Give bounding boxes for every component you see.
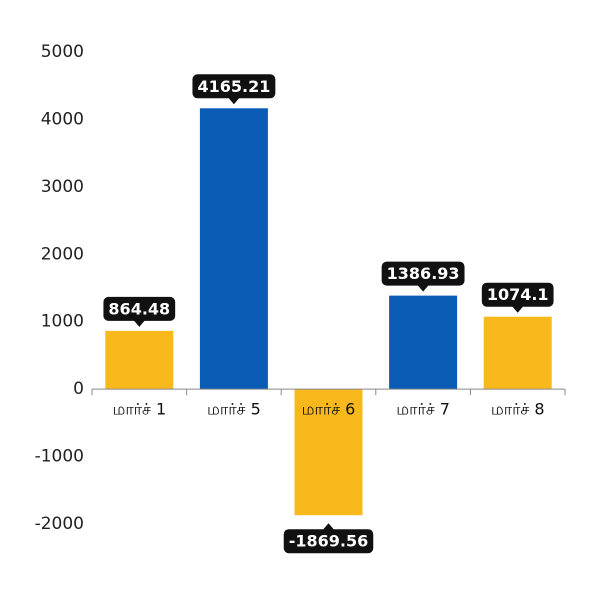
value-label: 1074.1 [487,285,549,304]
value-label-box [381,261,465,286]
y-tick-label: 3000 [41,177,84,197]
value-label-box [192,74,276,99]
value-label: 4165.21 [197,77,270,96]
value-label-group: 864.48 [103,296,176,327]
value-label: -1869.56 [289,532,369,551]
value-label-pointer [417,284,430,292]
y-tick-label: 2000 [41,244,84,264]
value-label-pointer [511,305,524,313]
y-tick-label: 4000 [41,109,84,129]
x-tick-label: மார்ச் 5 [207,400,261,419]
value-label-box [481,282,554,307]
value-label: 864.48 [108,299,170,318]
x-tick-label: மார்ச் 1 [112,400,166,419]
value-label-group: 1386.93 [381,261,465,292]
x-tick-label: மார்ச் 6 [302,400,356,419]
value-label-box [283,529,374,554]
value-label-pointer [133,319,146,327]
value-label-group: 1074.1 [481,282,554,313]
bar [105,330,174,390]
bar [294,389,363,516]
bar [199,108,268,390]
value-label-group: 4165.21 [192,74,276,105]
value-label-box [103,296,176,321]
value-label-pointer [322,523,335,531]
value-label-pointer [227,97,240,105]
y-tick-label: 0 [73,379,84,399]
x-tick-label: மார்ச் 8 [491,400,545,419]
y-tick-label: -1000 [35,447,84,467]
value-label-group: -1869.56 [283,523,374,554]
y-tick-label: 1000 [41,312,84,332]
y-tick-label: 5000 [41,42,84,62]
value-label: 1386.93 [387,264,460,283]
y-tick-label: -2000 [35,514,84,534]
x-tick-label: மார்ச் 7 [396,400,450,419]
bar [389,295,458,390]
bar [483,316,552,390]
